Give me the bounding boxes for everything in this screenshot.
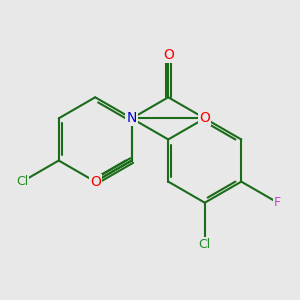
Text: N: N	[127, 111, 137, 125]
Text: O: O	[163, 48, 174, 62]
Text: O: O	[90, 175, 101, 189]
Text: F: F	[274, 196, 281, 209]
Text: Cl: Cl	[16, 175, 28, 188]
Text: O: O	[199, 111, 210, 125]
Text: Cl: Cl	[199, 238, 211, 251]
